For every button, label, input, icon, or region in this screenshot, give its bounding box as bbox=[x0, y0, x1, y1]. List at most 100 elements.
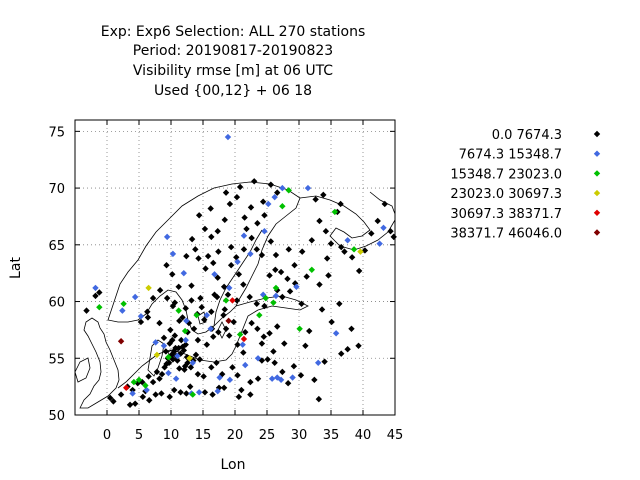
plot-background bbox=[75, 120, 395, 415]
data-point-series-0 bbox=[240, 349, 247, 356]
data-point-series-0 bbox=[126, 401, 134, 408]
x-tick-label: 0 bbox=[103, 428, 111, 443]
x-tick-label: 20 bbox=[227, 428, 244, 443]
data-point-series-2 bbox=[135, 376, 143, 384]
x-tick-label: 5 bbox=[135, 428, 143, 443]
data-point-series-1 bbox=[272, 292, 280, 300]
data-point-series-0 bbox=[241, 214, 248, 221]
data-point-series-0 bbox=[221, 306, 228, 313]
data-point-series-0 bbox=[167, 326, 174, 334]
data-point-series-0 bbox=[213, 359, 220, 367]
x-tick-label: 15 bbox=[195, 428, 212, 443]
data-point-series-0 bbox=[284, 380, 292, 387]
data-point-series-2 bbox=[262, 294, 269, 302]
data-point-series-0 bbox=[182, 341, 189, 348]
data-point-series-0 bbox=[202, 265, 209, 272]
data-point-series-0 bbox=[171, 332, 179, 339]
data-point-series-0 bbox=[169, 271, 176, 278]
data-point-series-0 bbox=[272, 266, 279, 273]
data-point-series-2 bbox=[165, 353, 172, 361]
x-tick-label: 35 bbox=[323, 428, 340, 443]
data-point-series-1 bbox=[195, 389, 203, 396]
data-point-series-0 bbox=[174, 357, 181, 364]
data-point-series-0 bbox=[215, 328, 222, 336]
data-point-series-0 bbox=[284, 275, 291, 283]
data-point-series-0 bbox=[176, 365, 183, 372]
x-tick-label: 45 bbox=[387, 428, 404, 443]
data-point-series-2 bbox=[181, 327, 189, 335]
data-point-series-1 bbox=[180, 269, 187, 277]
data-point-series-0 bbox=[156, 286, 164, 294]
data-point-series-0 bbox=[163, 294, 171, 302]
data-point-series-0 bbox=[92, 292, 99, 300]
data-point-series-0 bbox=[181, 366, 188, 373]
title-line-2: Period: 20190817-20190823 bbox=[133, 43, 333, 59]
data-point-series-0 bbox=[355, 342, 362, 349]
data-point-series-0 bbox=[195, 212, 203, 219]
data-point-series-0 bbox=[204, 252, 212, 260]
data-point-series-0 bbox=[221, 216, 228, 224]
data-point-series-0 bbox=[348, 254, 356, 261]
data-point-series-0 bbox=[233, 297, 241, 304]
data-point-series-0 bbox=[144, 308, 151, 315]
data-point-series-0 bbox=[286, 288, 294, 295]
data-point-series-0 bbox=[187, 364, 195, 371]
data-point-series-0 bbox=[348, 325, 355, 332]
data-point-series-0 bbox=[201, 225, 209, 233]
data-point-series-0 bbox=[177, 389, 184, 396]
data-point-series-0 bbox=[210, 333, 217, 340]
data-point-series-1 bbox=[211, 271, 218, 278]
chart-title: Exp: Exp6 Selection: ALL 270 stations Pe… bbox=[101, 24, 366, 99]
data-point-series-0 bbox=[336, 300, 343, 308]
data-point-series-0 bbox=[192, 246, 199, 253]
data-point-series-0 bbox=[146, 397, 153, 404]
data-point-series-0 bbox=[149, 378, 157, 386]
legend-marker bbox=[593, 130, 601, 138]
data-point-series-0 bbox=[210, 259, 217, 267]
data-point-series-0 bbox=[290, 363, 298, 370]
data-point-series-1 bbox=[137, 313, 145, 320]
data-point-series-0 bbox=[258, 251, 266, 259]
data-point-series-0 bbox=[233, 254, 240, 261]
data-point-series-1 bbox=[344, 237, 351, 244]
data-point-series-1 bbox=[261, 227, 268, 235]
data-point-series-0 bbox=[152, 391, 159, 398]
y-axis-ticks: 50 55 60 65 70 75 bbox=[48, 125, 395, 424]
data-point-series-0 bbox=[156, 375, 163, 382]
data-point-series-0 bbox=[338, 243, 345, 251]
data-point-series-0 bbox=[156, 319, 163, 327]
data-point-series-0 bbox=[208, 233, 215, 241]
data-point-series-0 bbox=[274, 189, 281, 196]
data-point-series-0 bbox=[318, 306, 326, 313]
y-tick-label: 65 bbox=[48, 239, 65, 254]
data-point-series-0 bbox=[253, 300, 260, 308]
data-point-series-1 bbox=[304, 184, 312, 192]
legend-label: 23023.0 30697.3 bbox=[450, 187, 562, 202]
data-point-series-1 bbox=[289, 374, 296, 381]
data-point-series-1 bbox=[92, 284, 99, 292]
title-line-1: Exp: Exp6 Selection: ALL 270 stations bbox=[101, 24, 366, 40]
data-point-series-0 bbox=[325, 272, 332, 279]
data-point-series-1 bbox=[239, 341, 246, 348]
data-point-series-0 bbox=[207, 205, 214, 212]
data-point-series-0 bbox=[361, 247, 369, 254]
data-point-series-0 bbox=[188, 235, 196, 243]
x-tick-label: 10 bbox=[163, 428, 180, 443]
data-point-series-0 bbox=[158, 390, 165, 397]
data-point-series-0 bbox=[243, 225, 250, 233]
data-point-series-4 bbox=[123, 384, 130, 391]
data-point-series-0 bbox=[183, 390, 190, 397]
data-point-series-0 bbox=[198, 304, 205, 311]
data-point-series-0 bbox=[208, 364, 215, 371]
data-point-series-2 bbox=[256, 311, 263, 319]
data-point-series-0 bbox=[163, 262, 170, 269]
data-point-series-4 bbox=[229, 297, 236, 304]
data-point-series-0 bbox=[117, 391, 125, 398]
data-point-series-2 bbox=[270, 299, 277, 306]
data-point-series-2 bbox=[331, 208, 339, 216]
data-point-series-0 bbox=[139, 393, 147, 401]
data-point-series-0 bbox=[234, 341, 241, 348]
legend-marker bbox=[593, 229, 601, 236]
legend-marker bbox=[593, 170, 601, 177]
data-point-series-0 bbox=[158, 370, 166, 378]
